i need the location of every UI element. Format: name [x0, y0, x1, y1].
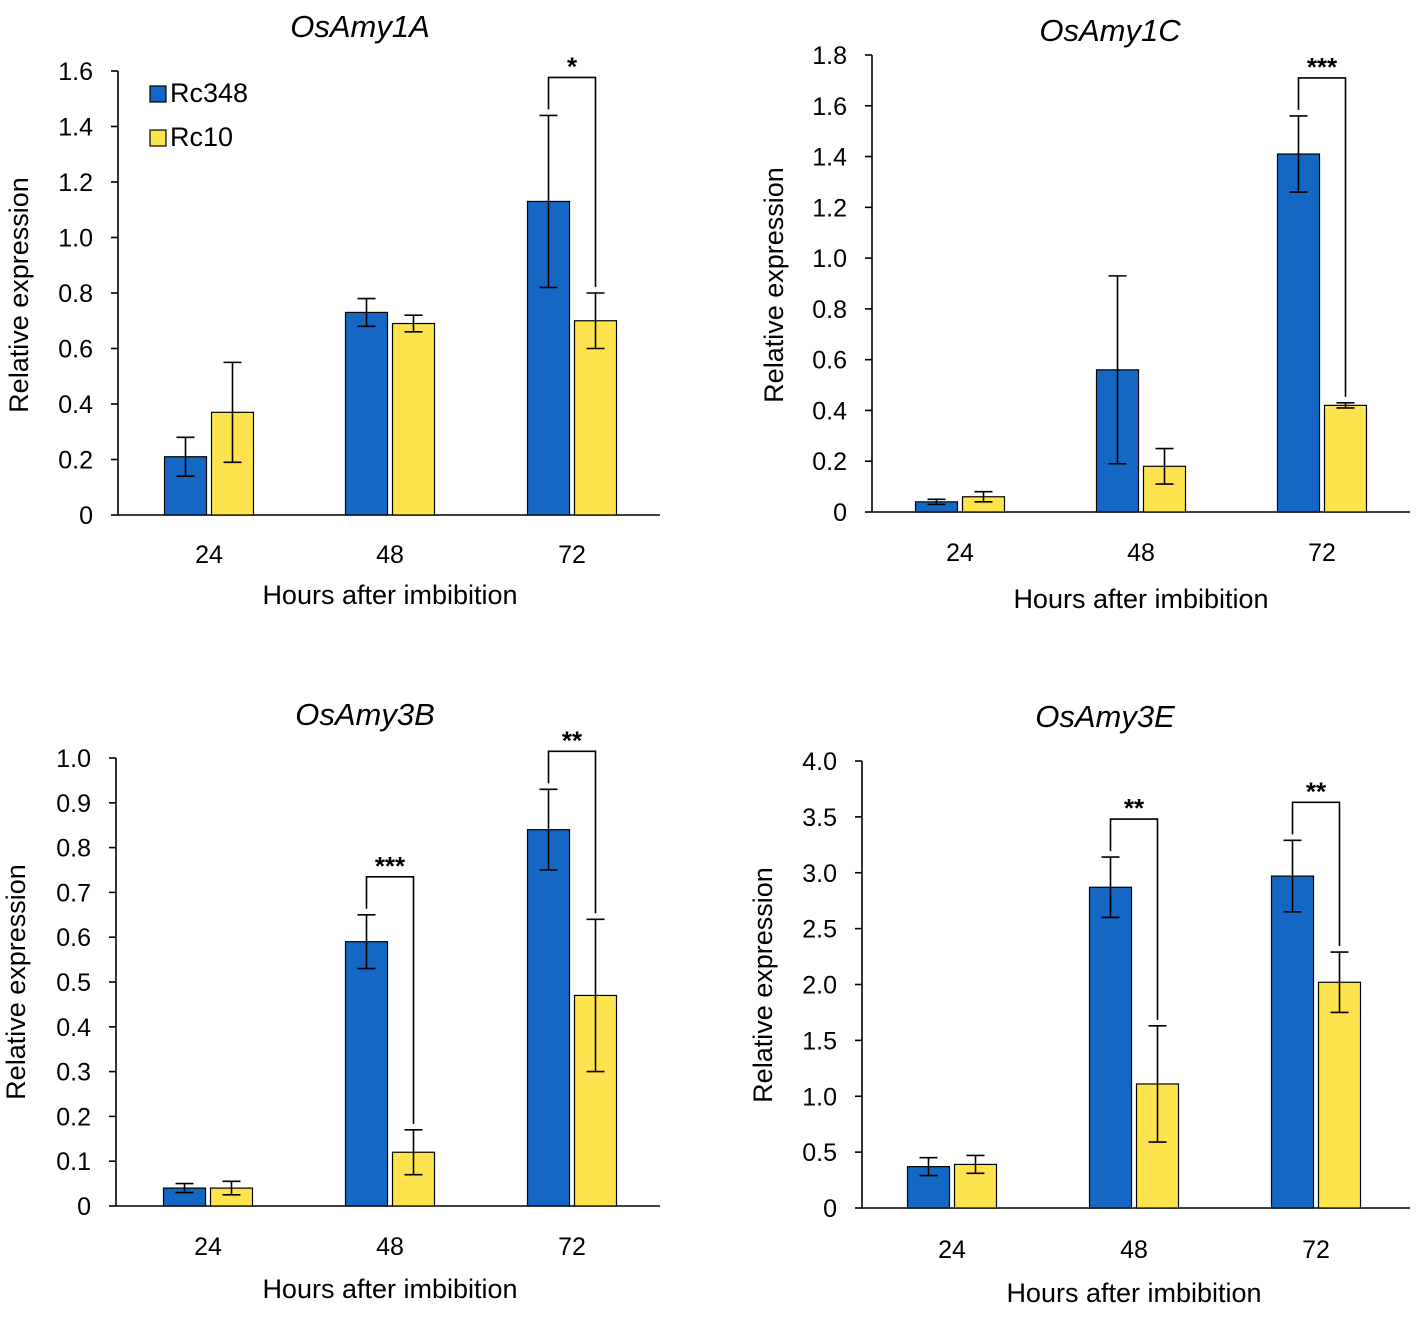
significance-stars: *	[567, 51, 578, 81]
y-tick-label: 2.0	[802, 972, 837, 1000]
y-tick-label: 3.0	[802, 860, 837, 888]
x-axis-label: Hours after imbibition	[262, 1274, 517, 1304]
x-tick-label: 72	[1308, 539, 1336, 567]
x-tick-label: 24	[938, 1236, 966, 1264]
x-tick-label: 24	[195, 541, 223, 569]
chart-title: OsAmy1C	[1039, 13, 1181, 48]
significance-stars: **	[562, 725, 583, 755]
y-tick-label: 0.2	[58, 447, 93, 475]
y-tick-label: 0.9	[56, 790, 91, 818]
y-tick-label: 1.6	[812, 93, 847, 121]
y-tick-label: 1.0	[58, 225, 93, 253]
x-tick-label: 48	[1120, 1236, 1148, 1264]
y-tick-label: 0	[77, 1193, 91, 1221]
y-tick-label: 0.4	[812, 397, 847, 425]
significance-stars: ***	[375, 851, 406, 881]
y-tick-label: 0	[79, 502, 93, 530]
chart-title: OsAmy3E	[1035, 699, 1175, 734]
y-tick-label: 0	[823, 1195, 837, 1223]
y-tick-label: 1.6	[58, 58, 93, 86]
y-tick-label: 1.2	[812, 194, 847, 222]
bar-rc348-72	[526, 829, 571, 1207]
bar-rc10-48	[391, 322, 436, 516]
x-tick-label: 48	[376, 1233, 404, 1261]
legend-swatch-rc348	[149, 85, 167, 103]
y-axis-label: Relative expression	[759, 167, 789, 403]
significance-bracket	[1109, 818, 1159, 1020]
y-axis-label: Relative expression	[1, 864, 31, 1100]
y-tick-label: 0.2	[812, 448, 847, 476]
y-tick-label: 1.4	[58, 114, 93, 142]
y-tick-label: 1.0	[56, 745, 91, 773]
legend: Rc348 Rc10	[149, 78, 248, 152]
bar-rc348-48	[344, 311, 389, 516]
x-tick-label: 48	[376, 541, 404, 569]
chart-osamy3e: OsAmy3E 0 0.5 1.0 1.5 2.0 2.5 3.0 3.5 4.0 Relative…	[748, 699, 1410, 1308]
legend-label-rc10: Rc10	[170, 122, 233, 152]
x-tick-label: 72	[1302, 1236, 1330, 1264]
y-tick-label: 0.6	[812, 347, 847, 375]
significance-bracket	[1297, 77, 1347, 397]
y-tick-label: 2.5	[802, 916, 837, 944]
significance-bracket	[1291, 801, 1341, 947]
y-tick-label: 0	[833, 499, 847, 527]
y-axis-label: Relative expression	[4, 177, 34, 413]
y-tick-label: 0.4	[56, 1014, 91, 1042]
bar-rc10-72	[1323, 404, 1368, 513]
y-tick-label: 3.5	[802, 804, 837, 832]
legend-label-rc348: Rc348	[170, 78, 248, 108]
y-tick-label: 0.5	[56, 969, 91, 997]
x-tick-label: 72	[558, 1233, 586, 1261]
y-tick-label: 0.8	[58, 280, 93, 308]
chart-osamy1c: OsAmy1C 0 0.2 0.4 0.6 0.8 1.0 1.2 1.4 1.6 1.8 Relat…	[759, 13, 1410, 614]
significance-bracket	[547, 750, 597, 914]
y-tick-label: 0.8	[56, 835, 91, 863]
legend-swatch-rc10	[149, 129, 167, 147]
significance-stars: **	[1306, 776, 1327, 806]
bar-rc348-72	[1276, 153, 1321, 513]
y-tick-label: 4.0	[802, 748, 837, 776]
bar-rc348-48	[344, 941, 389, 1207]
y-tick-label: 0.7	[56, 879, 91, 907]
x-tick-label: 24	[194, 1233, 222, 1261]
chart-osamy1a: OsAmy1A 0 0.2 0.4 0.6 0.8 1.0 1.2 1.4 1.6 Relative…	[4, 9, 660, 610]
bar-rc348-72	[1270, 875, 1315, 1209]
x-tick-label: 24	[946, 539, 974, 567]
y-tick-label: 1.2	[58, 169, 93, 197]
y-tick-label: 0.6	[58, 336, 93, 364]
y-tick-label: 0.5	[802, 1139, 837, 1167]
bar-rc10-72	[573, 320, 618, 516]
y-tick-label: 1.4	[812, 144, 847, 172]
y-tick-label: 1.5	[802, 1027, 837, 1055]
bar-rc348-48	[1088, 886, 1133, 1209]
chart-osamy3b: OsAmy3B 0 0.1 0.2 0.3 0.4 0.5 0.6 0.7 0.8 0.9 1.0 Re…	[1, 697, 660, 1304]
significance-stars: **	[1124, 793, 1145, 823]
y-tick-label: 1.0	[812, 245, 847, 273]
chart-title: OsAmy3B	[295, 697, 435, 732]
x-axis-label: Hours after imbibition	[1013, 584, 1268, 614]
y-axis-label: Relative expression	[748, 867, 778, 1103]
y-tick-label: 1.0	[802, 1083, 837, 1111]
y-tick-label: 0.2	[56, 1103, 91, 1131]
x-axis-label: Hours after imbibition	[1006, 1278, 1261, 1308]
x-tick-label: 72	[558, 541, 586, 569]
y-tick-label: 0.1	[56, 1148, 91, 1176]
y-tick-label: 1.8	[812, 42, 847, 70]
y-tick-label: 0.6	[56, 924, 91, 952]
chart-title: OsAmy1A	[290, 9, 430, 44]
y-tick-label: 0.4	[58, 391, 93, 419]
y-tick-label: 0.3	[56, 1059, 91, 1087]
significance-stars: ***	[1307, 52, 1338, 82]
significance-bracket	[365, 876, 415, 1124]
bar-rc10-72	[1317, 981, 1362, 1209]
x-axis-label: Hours after imbibition	[262, 580, 517, 610]
significance-bracket	[547, 76, 597, 287]
y-tick-label: 0.8	[812, 296, 847, 324]
x-tick-label: 48	[1127, 539, 1155, 567]
